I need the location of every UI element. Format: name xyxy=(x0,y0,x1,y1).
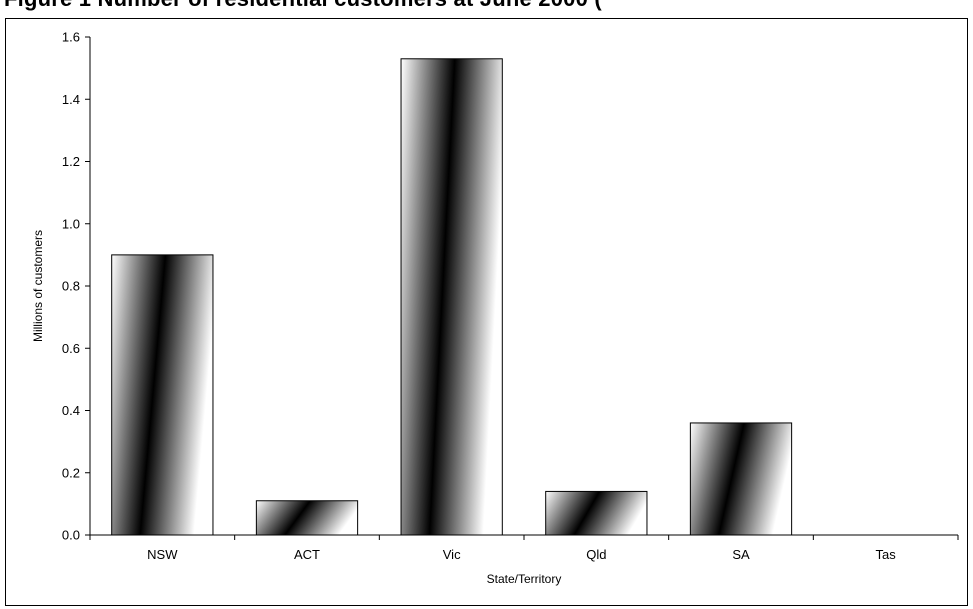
y-tick-label: 0.2 xyxy=(62,465,80,480)
y-tick-label: 1.6 xyxy=(62,30,80,45)
y-tick-label: 1.4 xyxy=(62,92,80,107)
bar-vic xyxy=(400,58,503,536)
y-tick-label: 0.6 xyxy=(62,341,80,356)
bar-sa xyxy=(689,422,793,536)
bar-act xyxy=(255,500,359,536)
x-tick-label: ACT xyxy=(294,547,320,562)
x-tick-label: Tas xyxy=(876,547,897,562)
x-tick-label: Qld xyxy=(586,547,606,562)
x-tick-label: Vic xyxy=(443,547,461,562)
chart-title: Figure 1 Number of residential customers… xyxy=(4,0,602,12)
x-tick-label: NSW xyxy=(147,547,178,562)
y-tick-label: 0.8 xyxy=(62,279,80,294)
bars xyxy=(111,58,793,536)
y-tick-label: 0.4 xyxy=(62,403,80,418)
y-axis: 0.0 0.2 0.4 0.6 0.8 1.0 1.2 1.4 1.6 xyxy=(62,30,91,543)
x-axis-title: State/Territory xyxy=(487,572,562,586)
y-tick-label: 0.0 xyxy=(62,528,80,543)
y-tick-label: 1.2 xyxy=(62,154,80,169)
bar-qld xyxy=(545,490,648,536)
bar-nsw xyxy=(111,254,214,536)
y-tick-label: 1.0 xyxy=(62,216,80,231)
y-axis-title: Millions of customers xyxy=(31,230,45,342)
x-axis: NSW ACT Vic Qld SA Tas xyxy=(89,534,959,562)
x-tick-label: SA xyxy=(732,547,750,562)
